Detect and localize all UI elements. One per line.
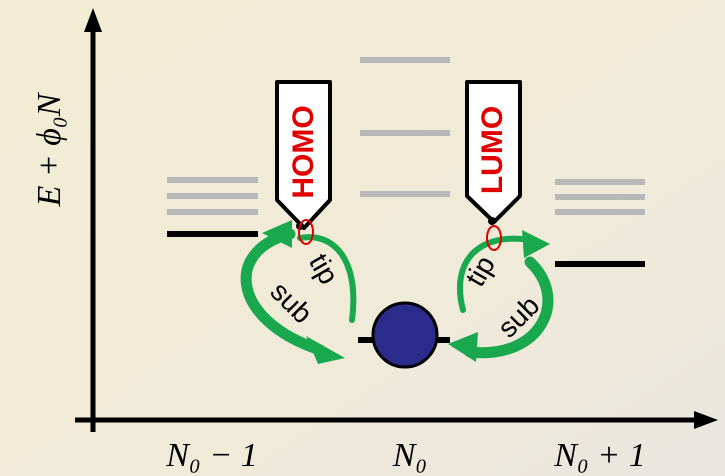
x-label: N₀ + 1 bbox=[553, 437, 645, 474]
tip-label-homo: HOMO bbox=[287, 105, 320, 198]
y-axis-label: E + ϕ₀N bbox=[31, 91, 68, 207]
tip-label-lumo: LUMO bbox=[476, 106, 509, 194]
x-label: N₀ bbox=[392, 437, 428, 474]
tip-apex bbox=[488, 217, 496, 225]
page: E + ϕ₀N N₀ − 1 N₀ N₀ + 1 tip sub tip sub bbox=[0, 0, 725, 476]
diagram: E + ϕ₀N N₀ − 1 N₀ N₀ + 1 tip sub tip sub bbox=[0, 0, 725, 476]
x-label: N₀ − 1 bbox=[165, 437, 257, 474]
background bbox=[0, 0, 725, 476]
